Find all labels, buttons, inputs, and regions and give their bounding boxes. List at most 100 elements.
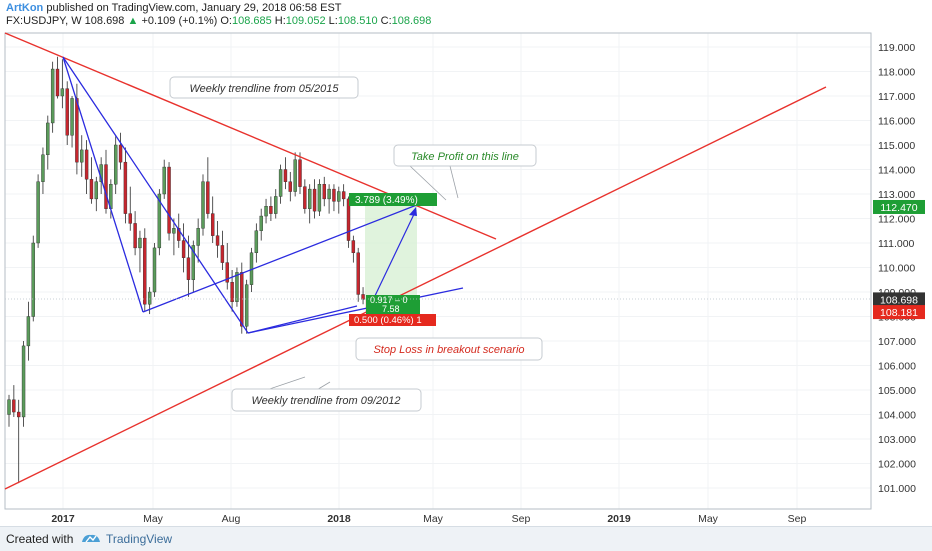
y-tick-label: 115.000 (878, 140, 915, 152)
candle-body (303, 186, 307, 209)
candle-body (283, 169, 288, 182)
candle (327, 184, 331, 214)
candle-body (84, 149, 89, 180)
candle-body (46, 122, 50, 155)
candle (215, 220, 220, 258)
candle-body (264, 206, 268, 217)
plot-border (4, 32, 872, 510)
candle-body (337, 191, 341, 202)
blue-wedge-upper[interactable] (142, 198, 433, 313)
low-value: 108.510 (337, 15, 378, 27)
candle (361, 287, 365, 305)
candle (133, 211, 137, 256)
candle (288, 171, 292, 202)
y-tick-label: 106.000 (878, 361, 916, 373)
blue-triangle-pattern[interactable] (62, 56, 358, 334)
y-tick-label: 102.000 (878, 459, 916, 471)
x-tick-label: 2017 (51, 513, 75, 525)
candle (50, 61, 55, 133)
price-tag-label: 108.181 (880, 307, 918, 319)
y-tick-label: 107.000 (878, 336, 916, 348)
candle-body (278, 169, 283, 197)
candle (264, 198, 268, 224)
candle-body (128, 213, 132, 224)
high-value: 109.052 (285, 15, 326, 27)
candle-body (138, 237, 142, 249)
blue-projection-arrow[interactable] (372, 209, 417, 301)
ratio-bottom-text: 7.58 (382, 304, 400, 314)
candle-body (17, 411, 21, 418)
candle-body (220, 245, 225, 263)
annotation-stop-loss[interactable]: Stop Loss in breakout scenario (355, 337, 543, 361)
tradingview-brand[interactable]: TradingView (106, 532, 173, 546)
candle-body (118, 144, 123, 163)
candle (21, 341, 26, 427)
author-link[interactable]: ArtKon (6, 2, 44, 14)
y-tick-label: 119.000 (878, 42, 915, 54)
candle (308, 184, 312, 224)
candle (317, 179, 322, 217)
candle-body (317, 183, 322, 212)
y-tick-label: 105.000 (878, 385, 916, 397)
candle-body (361, 294, 365, 300)
candle (118, 132, 123, 170)
candle (104, 149, 108, 214)
candle-body (89, 179, 94, 200)
symbol-name[interactable]: FX:USDJPY, W (6, 15, 82, 27)
candle-body (240, 272, 244, 327)
annotation-take-profit[interactable]: Take Profit on this line (393, 144, 537, 167)
candle-body (7, 399, 11, 415)
price-change: +0.109 (+0.1%) (141, 15, 218, 27)
candle (60, 59, 65, 109)
symbol-bar: FX:USDJPY, W 108.698 ▲ +0.109 (+0.1%) O:… (6, 15, 431, 27)
candle (196, 218, 200, 263)
annotation-trendline-2012[interactable]: Weekly trendline from 09/2012 (231, 388, 422, 412)
candle-body (244, 284, 249, 327)
candle-body (215, 235, 220, 246)
candle (332, 184, 336, 212)
candle-body (332, 188, 336, 202)
candle (351, 235, 356, 263)
candle-body (186, 257, 191, 280)
candle-body (21, 345, 26, 418)
candle (235, 267, 239, 307)
price-tag-box (873, 199, 925, 214)
candle-body (60, 88, 65, 97)
candle (162, 159, 166, 199)
candle-body (65, 88, 69, 136)
candle (312, 179, 317, 219)
candle-body (147, 291, 152, 305)
candle-body (351, 240, 356, 254)
price-tag: 108.698 (873, 292, 925, 307)
tradingview-logo-icon[interactable] (80, 530, 102, 546)
candle-body (206, 181, 210, 214)
annotation-text: Stop Loss in breakout scenario (373, 344, 524, 356)
candle-body (230, 282, 234, 303)
candle (80, 135, 84, 177)
trendline-09-2012[interactable] (4, 86, 827, 490)
price-chart[interactable]: Weekly trendline from 05/2015 Take Profi… (0, 0, 932, 526)
x-tick-label: May (423, 513, 444, 525)
time-axis[interactable]: 2017 May Aug 2018 May Sep 2019 May Sep (51, 513, 806, 525)
price-tag-box (873, 305, 925, 320)
annotation-trendline-2015[interactable]: Weekly trendline from 05/2015 (169, 76, 359, 99)
annotation-text: Take Profit on this line (411, 151, 519, 163)
candle-body (113, 144, 118, 185)
candle (210, 196, 215, 243)
x-tick-label: Sep (788, 513, 807, 525)
x-tick-label: Aug (222, 513, 241, 525)
candle (36, 174, 40, 248)
blue-wedge-lower[interactable] (247, 287, 464, 334)
candle (303, 179, 307, 214)
candle-body (254, 230, 259, 253)
candle (12, 385, 16, 417)
y-tick-label: 114.000 (878, 165, 915, 177)
candle (220, 230, 225, 270)
risk-reward-label: 0.917 – 0 7.58 (366, 295, 420, 314)
candle (128, 186, 132, 231)
candle-body (75, 98, 79, 163)
candle-body (225, 262, 229, 283)
candle (152, 243, 157, 297)
candle (278, 164, 283, 204)
candle (356, 247, 360, 302)
